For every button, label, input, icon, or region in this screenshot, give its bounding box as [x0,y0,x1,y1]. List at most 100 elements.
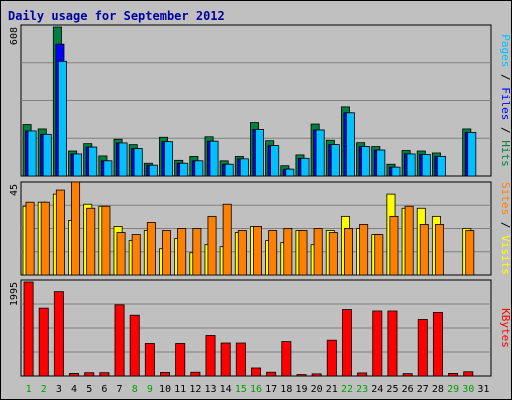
day-label-18: 18 [280,384,292,395]
bar-sites-day-14 [222,203,232,276]
bar-pages-day-5 [88,146,98,177]
bar-kbytes-day-28 [432,311,443,377]
ymax-label-kbytes: 1995 [9,282,20,306]
bar-sites-day-15 [237,230,247,276]
bar-sites-day-12 [192,228,202,276]
bar-sites-day-7 [116,232,126,276]
bar-sites-day-25 [389,215,399,276]
bar-kbytes-day-11 [175,343,186,377]
day-label-1: 1 [26,384,32,395]
bar-kbytes-day-12 [190,371,201,377]
bar-pages-day-14 [224,163,234,177]
bar-pages-day-17 [270,145,280,177]
bar-kbytes-day-27 [417,319,428,377]
day-label-8: 8 [132,384,138,395]
bar-kbytes-day-4 [69,373,80,377]
bar-pages-day-19 [300,157,310,177]
bar-pages-day-4 [73,153,83,177]
bar-sites-day-16 [253,226,262,276]
day-label-21: 21 [326,384,338,395]
bar-pages-day-12 [194,160,204,177]
bar-pages-day-10 [164,141,174,177]
bar-pages-day-30 [467,131,477,177]
bar-pages-day-11 [179,162,189,177]
day-label-12: 12 [189,384,201,395]
side-label-part-kbytes-0: KBytes [499,308,512,348]
bar-sites-day-6 [101,205,111,276]
bar-kbytes-day-7 [114,304,125,377]
bar-kbytes-day-10 [160,372,171,377]
side-label-part-visits-0: Sites [499,182,512,215]
bar-kbytes-day-8 [129,314,140,377]
bar-sites-day-24 [374,234,384,276]
bar-kbytes-day-25 [387,310,398,377]
bar-pages-day-21 [330,144,340,177]
day-label-2: 2 [41,384,47,395]
bar-kbytes-day-1 [23,281,34,377]
bar-sites-day-3 [55,189,65,276]
side-label-part-requests-3: / [499,120,512,140]
day-label-22: 22 [341,384,353,395]
bar-sites-day-4 [71,181,81,276]
bar-sites-day-8 [131,234,141,276]
bar-sites-day-30 [465,230,475,276]
bar-pages-day-2 [42,133,52,177]
bar-pages-day-8 [133,148,143,177]
day-label-27: 27 [417,384,429,395]
bar-sites-day-5 [86,207,96,276]
bar-sites-day-23 [359,224,369,276]
bar-kbytes-day-14 [220,342,231,377]
bar-pages-day-22 [345,112,355,177]
day-label-14: 14 [220,384,232,395]
bar-kbytes-day-9 [144,343,155,377]
bar-kbytes-day-6 [99,372,110,377]
day-label-6: 6 [101,384,107,395]
day-label-30: 30 [462,384,474,395]
bar-pages-day-15 [239,158,249,177]
day-label-31: 31 [477,384,489,395]
day-label-20: 20 [311,384,323,395]
bar-kbytes-day-16 [251,367,261,377]
bar-sites-day-10 [162,230,172,276]
bar-pages-day-9 [148,164,158,177]
bar-kbytes-day-20 [311,373,322,377]
bar-kbytes-day-2 [38,307,49,377]
bar-kbytes-day-15 [235,342,246,377]
bar-pages-day-7 [118,142,128,177]
bar-kbytes-day-5 [84,372,95,377]
side-label-part-requests-4: Hits [499,140,512,167]
bar-sites-day-21 [328,232,338,276]
day-label-7: 7 [117,384,123,395]
bar-sites-day-11 [177,228,187,276]
bar-sites-day-22 [343,228,353,276]
bar-sites-day-27 [419,224,429,276]
bar-kbytes-day-30 [463,371,474,377]
day-label-5: 5 [86,384,92,395]
day-label-25: 25 [386,384,398,395]
bar-pages-day-6 [103,160,113,177]
bar-pages-day-20 [315,129,325,177]
bar-sites-day-28 [434,224,444,276]
day-label-24: 24 [371,384,383,395]
chart-title: Daily usage for September 2012 [8,9,225,23]
day-label-4: 4 [71,384,77,395]
bar-sites-day-9 [146,222,156,276]
bar-pages-day-28 [436,155,446,177]
bar-pages-day-16 [255,129,264,177]
bar-sites-day-19 [298,230,308,276]
bar-kbytes-day-26 [402,373,413,377]
day-label-3: 3 [56,384,62,395]
bar-sites-day-2 [40,201,50,276]
day-label-15: 15 [235,384,247,395]
bar-sites-day-20 [313,228,323,276]
bar-pages-day-1 [27,130,37,177]
day-label-28: 28 [432,384,444,395]
bar-kbytes-day-23 [357,372,368,377]
day-label-9: 9 [147,384,153,395]
bar-kbytes-day-22 [341,309,352,377]
day-label-13: 13 [204,384,216,395]
day-label-17: 17 [265,384,277,395]
day-label-10: 10 [159,384,171,395]
bar-kbytes-day-29 [448,373,459,377]
